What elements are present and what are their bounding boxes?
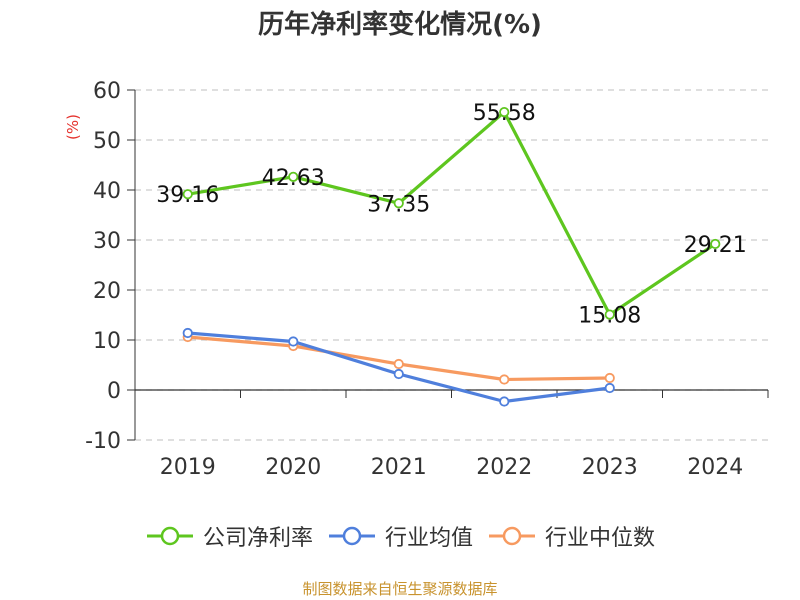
data-point	[182, 189, 193, 200]
y-tick-label: 0	[107, 379, 121, 404]
chart-title: 历年净利率变化情况(%)	[258, 10, 542, 40]
data-point	[288, 171, 299, 182]
data-label: 15.08	[578, 304, 641, 329]
x-tick-label: 2022	[476, 455, 532, 480]
data-label: 42.63	[262, 166, 325, 191]
legend-label: 行业均值	[384, 526, 473, 551]
series-line	[187, 110, 717, 317]
data-point	[710, 238, 721, 250]
x-tick-label: 2024	[687, 455, 743, 480]
data-point	[499, 396, 510, 407]
data-point	[393, 358, 404, 370]
data-point	[604, 309, 615, 320]
x-tick-label: 2020	[265, 455, 321, 480]
data-source-note: 制图数据来自恒生聚源数据库	[302, 580, 498, 598]
y-tick-label: 10	[93, 329, 121, 354]
data-point	[288, 336, 299, 347]
legend-item[interactable]: 公司净利率	[145, 520, 313, 552]
chart-legend: 公司净利率 行业均值 行业中位数	[0, 520, 800, 552]
data-point	[499, 374, 510, 385]
legend-label: 行业中位数	[545, 526, 656, 551]
legend-marker-icon	[489, 526, 535, 546]
data-point	[604, 372, 615, 384]
legend-label: 公司净利率	[202, 526, 313, 551]
y-tick-label: 40	[93, 179, 121, 204]
x-tick-label: 2023	[582, 455, 638, 480]
x-tick-label: 2019	[160, 455, 216, 480]
data-point	[499, 107, 510, 118]
legend-item[interactable]: 行业中位数	[487, 520, 655, 552]
legend-marker-icon	[146, 526, 193, 546]
y-axis-label: (%)	[64, 114, 82, 140]
data-label: 55.58	[473, 101, 536, 126]
y-tick-label: -10	[85, 429, 121, 454]
data-point	[604, 382, 615, 394]
data-point	[393, 368, 404, 380]
data-label: 29.21	[684, 233, 747, 258]
legend-marker-icon	[328, 526, 375, 546]
y-tick-label: 60	[93, 79, 121, 104]
data-label: 37.35	[367, 192, 430, 217]
y-tick-label: 50	[93, 129, 121, 154]
data-label: 39.16	[156, 183, 219, 208]
x-tick-label: 2021	[371, 455, 427, 480]
y-tick-label: 20	[93, 279, 121, 304]
data-point	[393, 198, 404, 209]
legend-item[interactable]: 行业均值	[327, 520, 473, 552]
y-tick-label: 30	[93, 229, 121, 254]
data-point	[182, 327, 193, 339]
